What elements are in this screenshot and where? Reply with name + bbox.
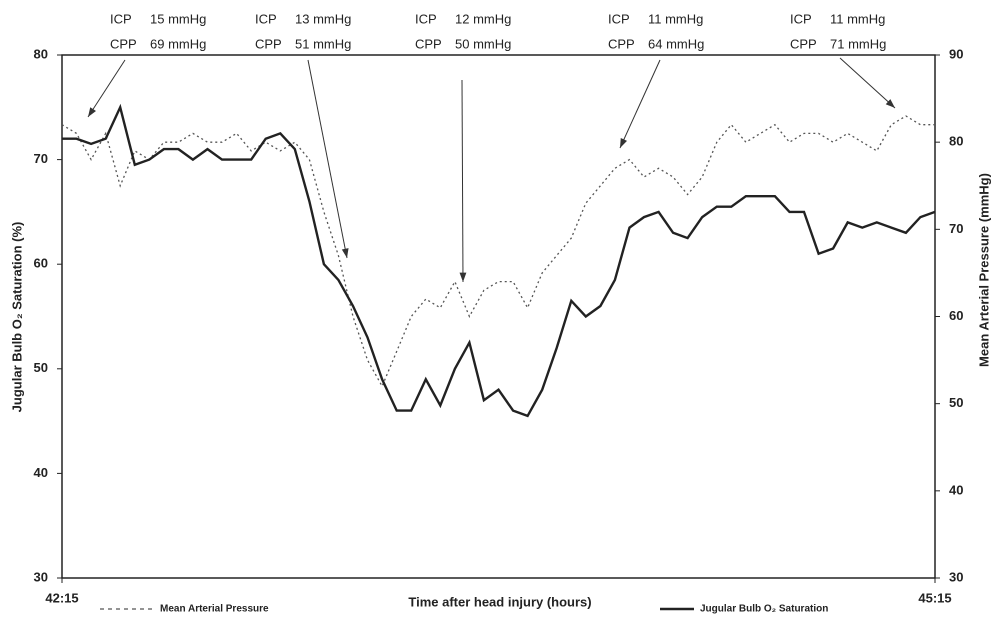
annotation-key: ICP — [790, 11, 812, 26]
y-tick-label: 40 — [34, 465, 48, 480]
x-axis-label: Time after head injury (hours) — [408, 594, 591, 609]
annotation-key: ICP — [110, 11, 132, 26]
annotation-arrow — [307, 59, 348, 259]
y2-tick-label: 90 — [949, 46, 963, 61]
annotation-key: ICP — [415, 11, 437, 26]
annotation-key: CPP — [790, 36, 817, 51]
x-tick-label: 45:15 — [918, 590, 951, 605]
y2-tick-label: 80 — [949, 134, 963, 149]
y-tick-label: 30 — [34, 569, 48, 584]
annotation-key: CPP — [608, 36, 635, 51]
y2-axis-label: Mean Arterial Pressure (mmHg) — [976, 173, 991, 367]
annotation-key: CPP — [415, 36, 442, 51]
legend-label: Mean Arterial Pressure — [160, 604, 269, 615]
y2-tick-label: 40 — [949, 482, 963, 497]
annotation-value: 69 mmHg — [150, 36, 206, 51]
annotation-arrow — [87, 59, 126, 118]
y-tick-label: 80 — [34, 46, 48, 61]
arrow-head — [620, 138, 628, 148]
annotation-arrow — [461, 79, 464, 283]
annotation-value: 11 mmHg — [648, 11, 703, 26]
annotation-value: 64 mmHg — [648, 36, 704, 51]
annotation-value: 13 mmHg — [295, 11, 351, 26]
legend-label: Jugular Bulb O₂ Saturation — [700, 604, 828, 615]
y-tick-label: 50 — [34, 360, 48, 375]
annotation-key: CPP — [255, 36, 282, 51]
annotation-key: ICP — [255, 11, 277, 26]
y-tick-label: 70 — [34, 151, 48, 166]
annotation-arrow — [619, 59, 661, 149]
y-tick-label: 60 — [34, 256, 48, 271]
annotation-value: 50 mmHg — [455, 36, 511, 51]
series-line — [61, 115, 935, 388]
annotation-value: 11 mmHg — [830, 11, 885, 26]
annotation-key: ICP — [608, 11, 630, 26]
y2-tick-label: 50 — [949, 395, 963, 410]
annotation-value: 12 mmHg — [455, 11, 511, 26]
arrow-head — [459, 272, 467, 282]
y2-tick-label: 60 — [949, 308, 963, 323]
arrow-head — [341, 248, 349, 258]
series-line — [62, 103, 936, 418]
annotation-value: 15 mmHg — [150, 11, 206, 26]
y2-tick-label: 70 — [949, 221, 963, 236]
annotation-key: CPP — [110, 36, 137, 51]
annotation-value: 71 mmHg — [830, 36, 886, 51]
y2-tick-label: 30 — [949, 569, 963, 584]
arrow-head — [88, 107, 96, 117]
annotation-arrow — [839, 57, 896, 109]
x-tick-label: 42:15 — [45, 590, 78, 605]
arrow-head — [885, 99, 895, 108]
annotation-value: 51 mmHg — [295, 36, 351, 51]
y-axis-label: Jugular Bulb O₂ Saturation (%) — [9, 222, 24, 413]
